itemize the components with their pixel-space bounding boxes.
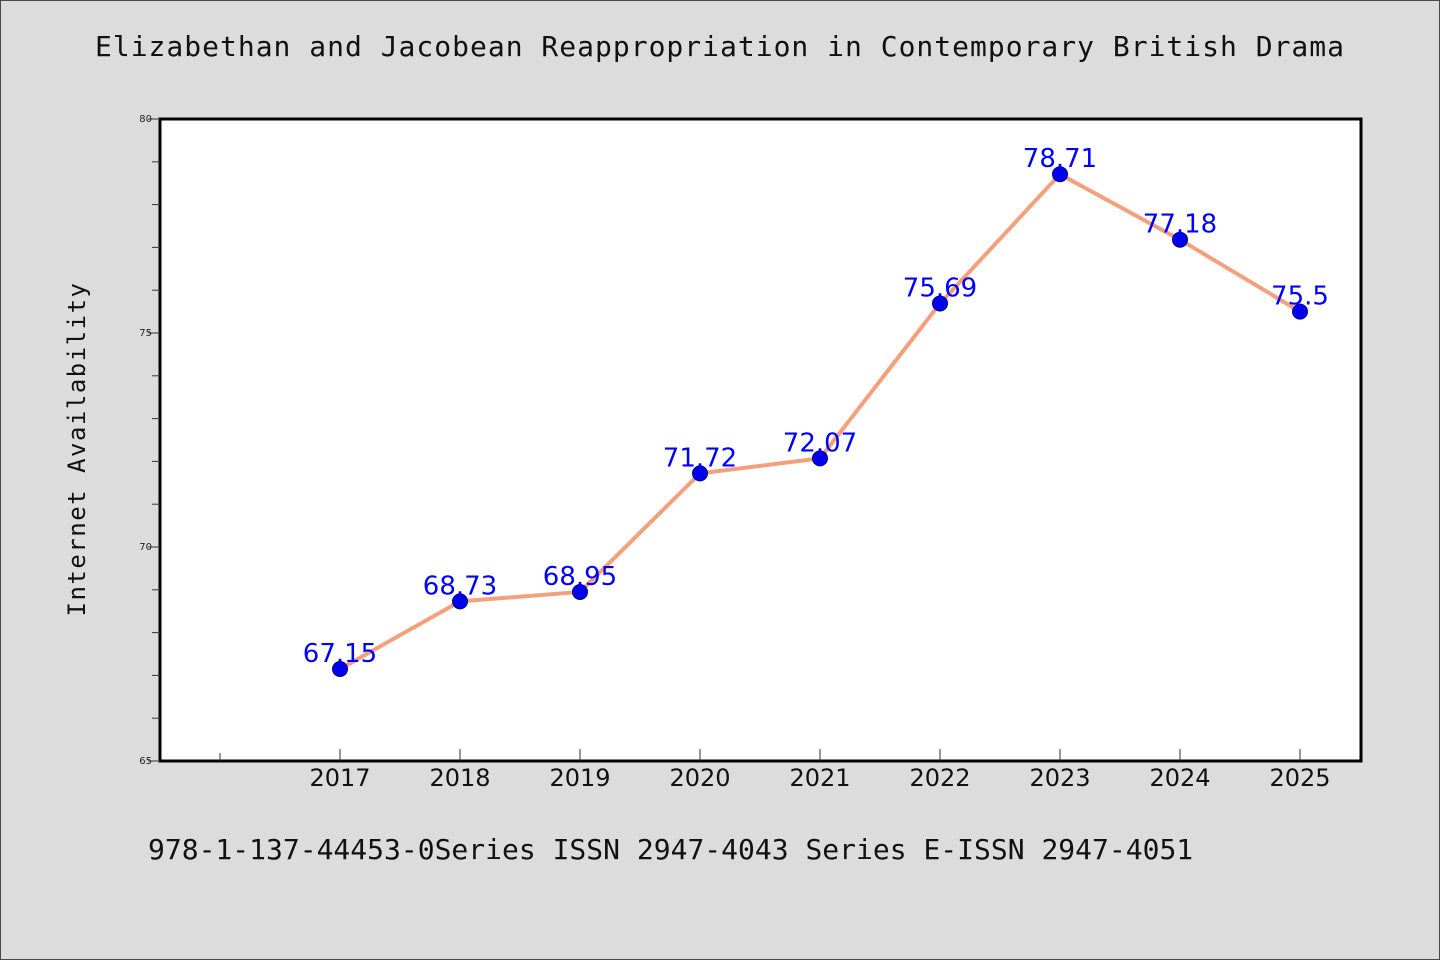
data-label: 67.15: [303, 639, 377, 669]
x-tick-label: 2021: [789, 764, 850, 792]
data-label: 75.5: [1271, 282, 1329, 312]
plot-area: [158, 117, 1363, 763]
data-point-marker: [1292, 303, 1308, 320]
y-axis-label: Internet Availability: [63, 282, 91, 617]
data-point-marker: [932, 295, 948, 312]
y-tick-label: 80: [139, 114, 152, 125]
y-tick-label: 70: [139, 542, 152, 553]
x-tick-label: 2017: [309, 764, 370, 792]
data-point-marker: [692, 465, 708, 482]
x-tick-label: 2025: [1269, 764, 1330, 792]
data-label: 75.69: [903, 273, 977, 303]
y-tick-label: 75: [139, 328, 152, 339]
data-point-marker: [1172, 231, 1188, 248]
data-point-marker: [572, 583, 588, 600]
y-tick-label: 65: [139, 756, 152, 767]
data-label: 72.07: [783, 428, 857, 458]
x-tick-label: 2024: [1149, 764, 1210, 792]
data-label: 78.71: [1023, 144, 1097, 174]
x-tick-label: 2023: [1029, 764, 1090, 792]
data-label: 68.95: [543, 562, 617, 592]
x-tick-label: 2022: [909, 764, 970, 792]
x-tick-label: 2020: [669, 764, 730, 792]
footer-isbn-issn-text: 978-1-137-44453-0Series ISSN 2947-4043 S…: [148, 833, 1194, 866]
data-point-marker: [452, 593, 468, 610]
data-label: 77.18: [1143, 210, 1217, 240]
x-tick-label: 2019: [549, 764, 610, 792]
data-point-marker: [812, 450, 828, 467]
data-point-marker: [1052, 166, 1068, 183]
series-layer: 67.15 68.73 68.95 71.72 72.07 75.69 78.71 77.18…: [303, 144, 1329, 677]
data-label: 71.72: [663, 443, 737, 473]
x-axis: 2017 2018 2019 2020 2021 2022 2023 2024 2025: [219, 749, 1331, 792]
chart-title: Elizabethan and Jacobean Reappropriation…: [94, 30, 1346, 63]
y-axis: 65 70 75 80: [139, 114, 160, 767]
data-point-marker: [332, 660, 348, 677]
x-tick-label: 2018: [429, 764, 490, 792]
data-label: 68.73: [423, 571, 497, 601]
